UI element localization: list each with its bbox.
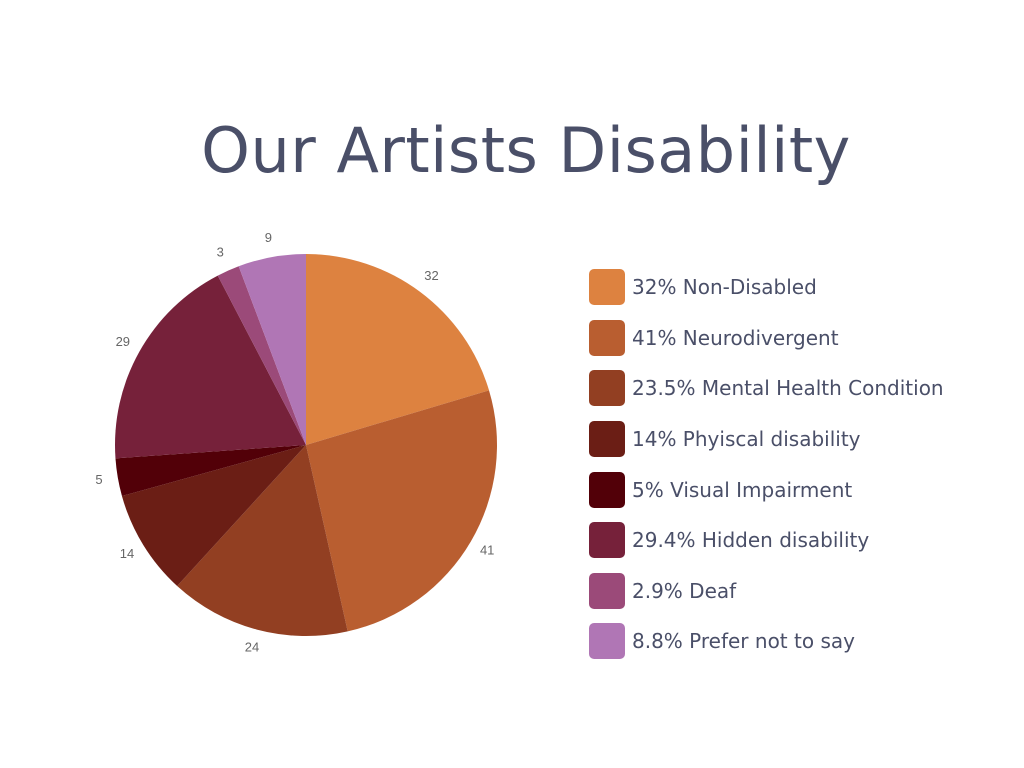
slice-value-label: 24 bbox=[245, 639, 259, 654]
legend-item: 29.4% Hidden disability bbox=[589, 515, 1019, 566]
pie-slice-prefer-not-to-say bbox=[238, 254, 306, 445]
legend-label: 8.8% Prefer not to say bbox=[632, 629, 855, 654]
legend-label: 32% Non-Disabled bbox=[632, 275, 817, 300]
legend-label: 41% Neurodivergent bbox=[632, 325, 839, 350]
legend-label: 2.9% Deaf bbox=[632, 578, 737, 603]
pie-slice-phyiscal-disability bbox=[121, 445, 307, 586]
slice-value-label: 41 bbox=[480, 543, 494, 558]
legend-swatch bbox=[589, 623, 625, 660]
legend-item: 41% Neurodivergent bbox=[589, 313, 1019, 364]
pie-slice-hidden-disability bbox=[115, 275, 306, 459]
legend-item: 2.9% Deaf bbox=[589, 566, 1019, 617]
legend-label: 23.5% Mental Health Condition bbox=[632, 376, 944, 401]
pie-slice-deaf bbox=[217, 266, 306, 445]
pie-slice-non-disabled bbox=[306, 253, 490, 445]
legend: 32% Non-Disabled 41% Neurodivergent 23.5% … bbox=[589, 262, 1019, 667]
slice-value-label: 9 bbox=[265, 230, 272, 245]
legend-swatch bbox=[589, 471, 625, 508]
pie-slice-mental-health-condition bbox=[177, 445, 348, 636]
legend-swatch bbox=[589, 522, 625, 559]
legend-item: 8.8% Prefer not to say bbox=[589, 616, 1019, 667]
slice-value-label: 14 bbox=[120, 546, 134, 561]
legend-label: 5% Visual Impairment bbox=[632, 477, 853, 502]
legend-label: 29.4% Hidden disability bbox=[632, 528, 870, 553]
legend-swatch bbox=[589, 572, 625, 609]
slice-value-label: 5 bbox=[95, 472, 102, 487]
legend-label: 14% Phyiscal disability bbox=[632, 427, 861, 452]
legend-item: 5% Visual Impairment bbox=[589, 464, 1019, 515]
legend-item: 23.5% Mental Health Condition bbox=[589, 363, 1019, 414]
legend-swatch bbox=[589, 370, 625, 407]
legend-swatch bbox=[589, 319, 625, 356]
chart-title: Our Artists Disability bbox=[201, 113, 851, 187]
legend-item: 32% Non-Disabled bbox=[589, 262, 1019, 313]
pie-slice-visual-impairment bbox=[115, 445, 306, 496]
slice-value-label: 32 bbox=[424, 268, 438, 283]
legend-swatch bbox=[589, 421, 625, 458]
legend-swatch bbox=[589, 269, 625, 306]
legend-item: 14% Phyiscal disability bbox=[589, 414, 1019, 465]
slice-value-label: 29 bbox=[116, 334, 130, 349]
slice-value-label: 3 bbox=[217, 245, 224, 260]
pie-slice-neurodivergent bbox=[306, 390, 498, 632]
